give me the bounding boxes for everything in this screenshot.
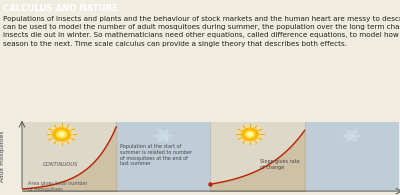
Bar <box>210 122 305 191</box>
Bar <box>305 122 399 191</box>
Text: Area gives total number
of mosquitoes: Area gives total number of mosquitoes <box>28 181 87 191</box>
Circle shape <box>242 128 258 140</box>
Circle shape <box>57 131 66 138</box>
Text: Slope gives rate
of change: Slope gives rate of change <box>260 159 300 170</box>
Bar <box>116 122 210 191</box>
Circle shape <box>53 128 70 141</box>
Circle shape <box>59 132 64 136</box>
Text: Populations of insects and plants and the behaviour of stock markets and the hum: Populations of insects and plants and th… <box>3 16 400 47</box>
Bar <box>22 122 116 191</box>
Text: CALCULUS AND NATURE: CALCULUS AND NATURE <box>3 4 118 13</box>
Text: Population at the start of
summer is related to number
of mosquitoes at the end : Population at the start of summer is rel… <box>120 144 192 166</box>
Circle shape <box>246 131 254 138</box>
Circle shape <box>48 124 75 144</box>
Text: CONTINUOUS: CONTINUOUS <box>43 162 78 167</box>
Circle shape <box>248 133 252 136</box>
Circle shape <box>238 125 262 144</box>
Text: Adult mosquitoes: Adult mosquitoes <box>0 131 5 182</box>
